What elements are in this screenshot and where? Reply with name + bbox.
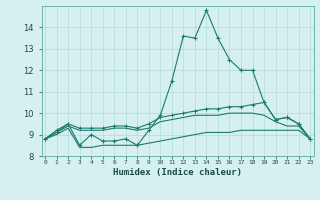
X-axis label: Humidex (Indice chaleur): Humidex (Indice chaleur) xyxy=(113,168,242,177)
